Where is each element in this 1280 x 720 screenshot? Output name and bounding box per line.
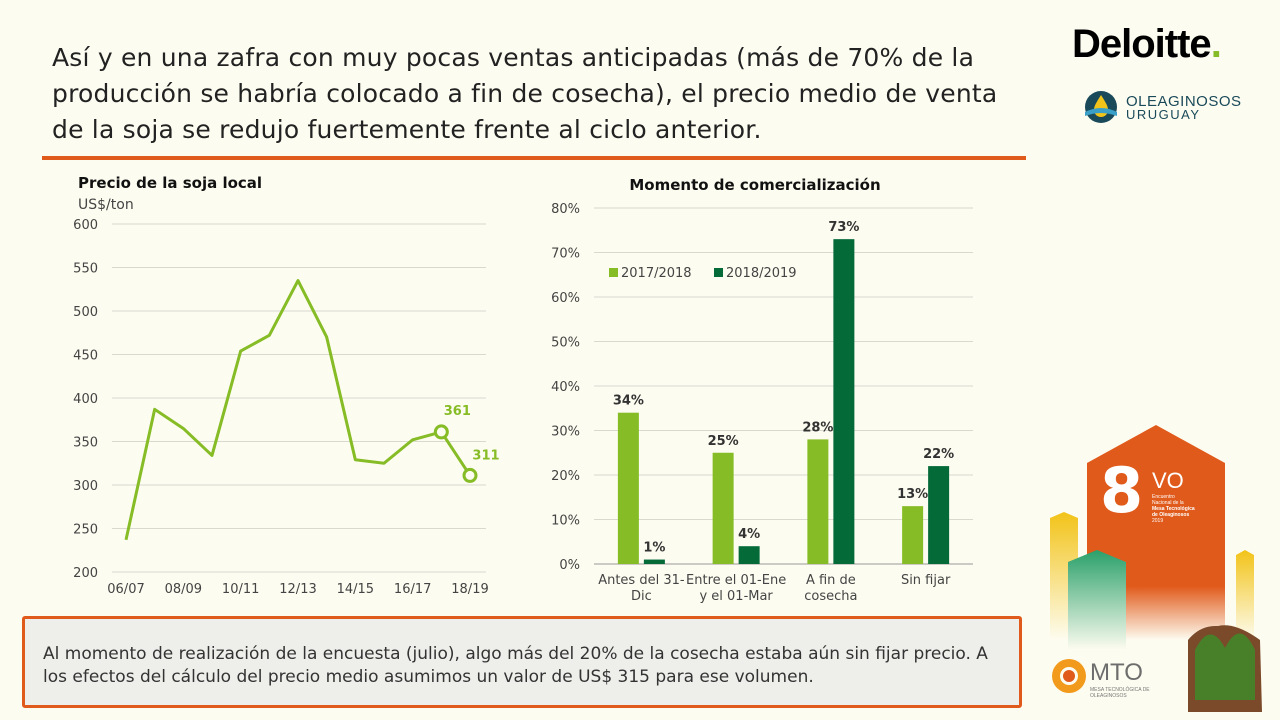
line-chart-y-tick-label: 500 <box>73 305 98 320</box>
mto-sublabel: MESA TECNOLÓGICA DE OLEAGINOSOS <box>1090 687 1150 699</box>
line-chart-y-tick-label: 250 <box>73 523 98 538</box>
bar-chart-y-tick-label: 0% <box>559 558 580 573</box>
line-chart-y-tick-label: 600 <box>73 218 98 233</box>
line-chart-x-tick-label: 12/13 <box>279 582 316 597</box>
title-divider <box>42 156 1026 160</box>
note-box: Al momento de realización de la encuesta… <box>22 616 1022 708</box>
line-chart-x-tick-label: 18/19 <box>451 582 488 597</box>
deloitte-logo: Deloitte. <box>1072 22 1222 66</box>
bar-chart-data-label: 28% <box>802 420 833 435</box>
oleaginosos-label: OLEAGINOSOS <box>1126 93 1242 110</box>
bar-chart-bar <box>712 452 734 564</box>
bar-chart-category-label: Dic <box>631 589 652 604</box>
line-chart-y-tick-label: 550 <box>73 262 98 277</box>
oleaginosos-drop-icon <box>1085 91 1117 123</box>
uruguay-label: URUGUAY <box>1126 107 1201 122</box>
legend-swatch <box>714 268 723 277</box>
bar-chart-category-label: cosecha <box>804 589 857 604</box>
line-chart-x-tick-label: 08/09 <box>165 582 202 597</box>
note-text: Al momento de realización de la encuesta… <box>43 644 988 687</box>
oleaginosos-logo: OLEAGINOSOS URUGUAY <box>1084 90 1264 126</box>
line-chart-data-label: 361 <box>444 404 471 419</box>
badge-number: 8 <box>1100 454 1144 527</box>
bar-chart-y-tick-label: 40% <box>551 380 580 395</box>
line-chart-y-tick-label: 350 <box>73 436 98 451</box>
line-chart-y-tick-label: 200 <box>73 566 98 581</box>
line-chart-y-tick-label: 450 <box>73 349 98 364</box>
line-chart-y-tick-label: 300 <box>73 479 98 494</box>
sun-icon <box>1052 659 1086 693</box>
legend-entry: 2017/2018 <box>621 266 692 281</box>
line-chart-highlight-point <box>433 424 449 440</box>
bar-chart-bar <box>928 466 950 564</box>
commercialization-bar-chart: Momento de comercialización 0% 10% 20% 30% 4… <box>551 176 973 604</box>
bar-chart-data-label: 4% <box>738 527 760 542</box>
bar-chart-category-label: Sin fijar <box>901 573 951 588</box>
bar-chart-title: Momento de comercialización <box>629 176 880 194</box>
price-line-chart: Precio de la soja local US$/ton 600 550 50… <box>73 174 499 597</box>
bar-chart-y-tick-label: 80% <box>551 202 580 217</box>
line-chart-x-tick-label: 14/15 <box>337 582 374 597</box>
bar-chart-bar <box>902 506 924 564</box>
line-chart-x-tick-label: 06/07 <box>107 582 144 597</box>
bar-chart-y-tick-label: 50% <box>551 336 580 351</box>
line-chart-x-tick-label: 10/11 <box>222 582 259 597</box>
bar-chart-category-label: Antes del 31- <box>598 573 685 588</box>
bar-chart-bar <box>807 439 829 564</box>
bar-chart-y-tick-label: 20% <box>551 469 580 484</box>
bar-chart-category-label: A fin de <box>806 573 856 588</box>
line-chart-y-axis-label: US$/ton <box>78 197 134 213</box>
bar-chart-category-label: y el 01-Mar <box>699 589 773 604</box>
legend-swatch <box>609 268 618 277</box>
bar-chart-y-tick-label: 60% <box>551 291 580 306</box>
bar-chart-data-label: 34% <box>613 394 644 409</box>
bar-chart-y-tick-label: 10% <box>551 514 580 529</box>
bar-chart-data-label: 73% <box>828 220 859 235</box>
bar-chart-bar <box>643 559 665 564</box>
bar-chart-data-label: 25% <box>708 434 739 449</box>
bar-chart-y-tick-label: 30% <box>551 425 580 440</box>
bar-chart-category-label: Entre el 01-Ene <box>686 573 786 588</box>
headline: Así y en una zafra con muy pocas ventas … <box>52 43 998 144</box>
bar-chart-data-label: 1% <box>643 541 665 556</box>
bar-chart-bar <box>833 239 855 564</box>
bar-chart-bar <box>738 546 760 564</box>
bar-chart-data-label: 22% <box>923 447 954 462</box>
badge-suffix: VO <box>1152 468 1184 493</box>
line-chart-y-tick-label: 400 <box>73 392 98 407</box>
badge-caption: Encuentro Nacional de la Mesa Tecnológica d… <box>1152 494 1195 524</box>
event-badge-graphic <box>1050 425 1262 712</box>
line-chart-x-tick-label: 16/17 <box>394 582 431 597</box>
line-chart-data-label: 311 <box>472 448 499 463</box>
bar-chart-bar <box>617 412 639 564</box>
price-series-line <box>124 279 472 541</box>
line-chart-highlight-point <box>462 467 478 483</box>
bar-chart-y-tick-label: 70% <box>551 247 580 262</box>
legend-entry: 2018/2019 <box>726 266 797 281</box>
bar-chart-data-label: 13% <box>897 487 928 502</box>
mto-logo: MTO MESA TECNOLÓGICA DE OLEAGINOSOS <box>1050 655 1190 705</box>
mto-label: MTO <box>1090 659 1143 686</box>
line-chart-title: Precio de la soja local <box>78 174 262 192</box>
